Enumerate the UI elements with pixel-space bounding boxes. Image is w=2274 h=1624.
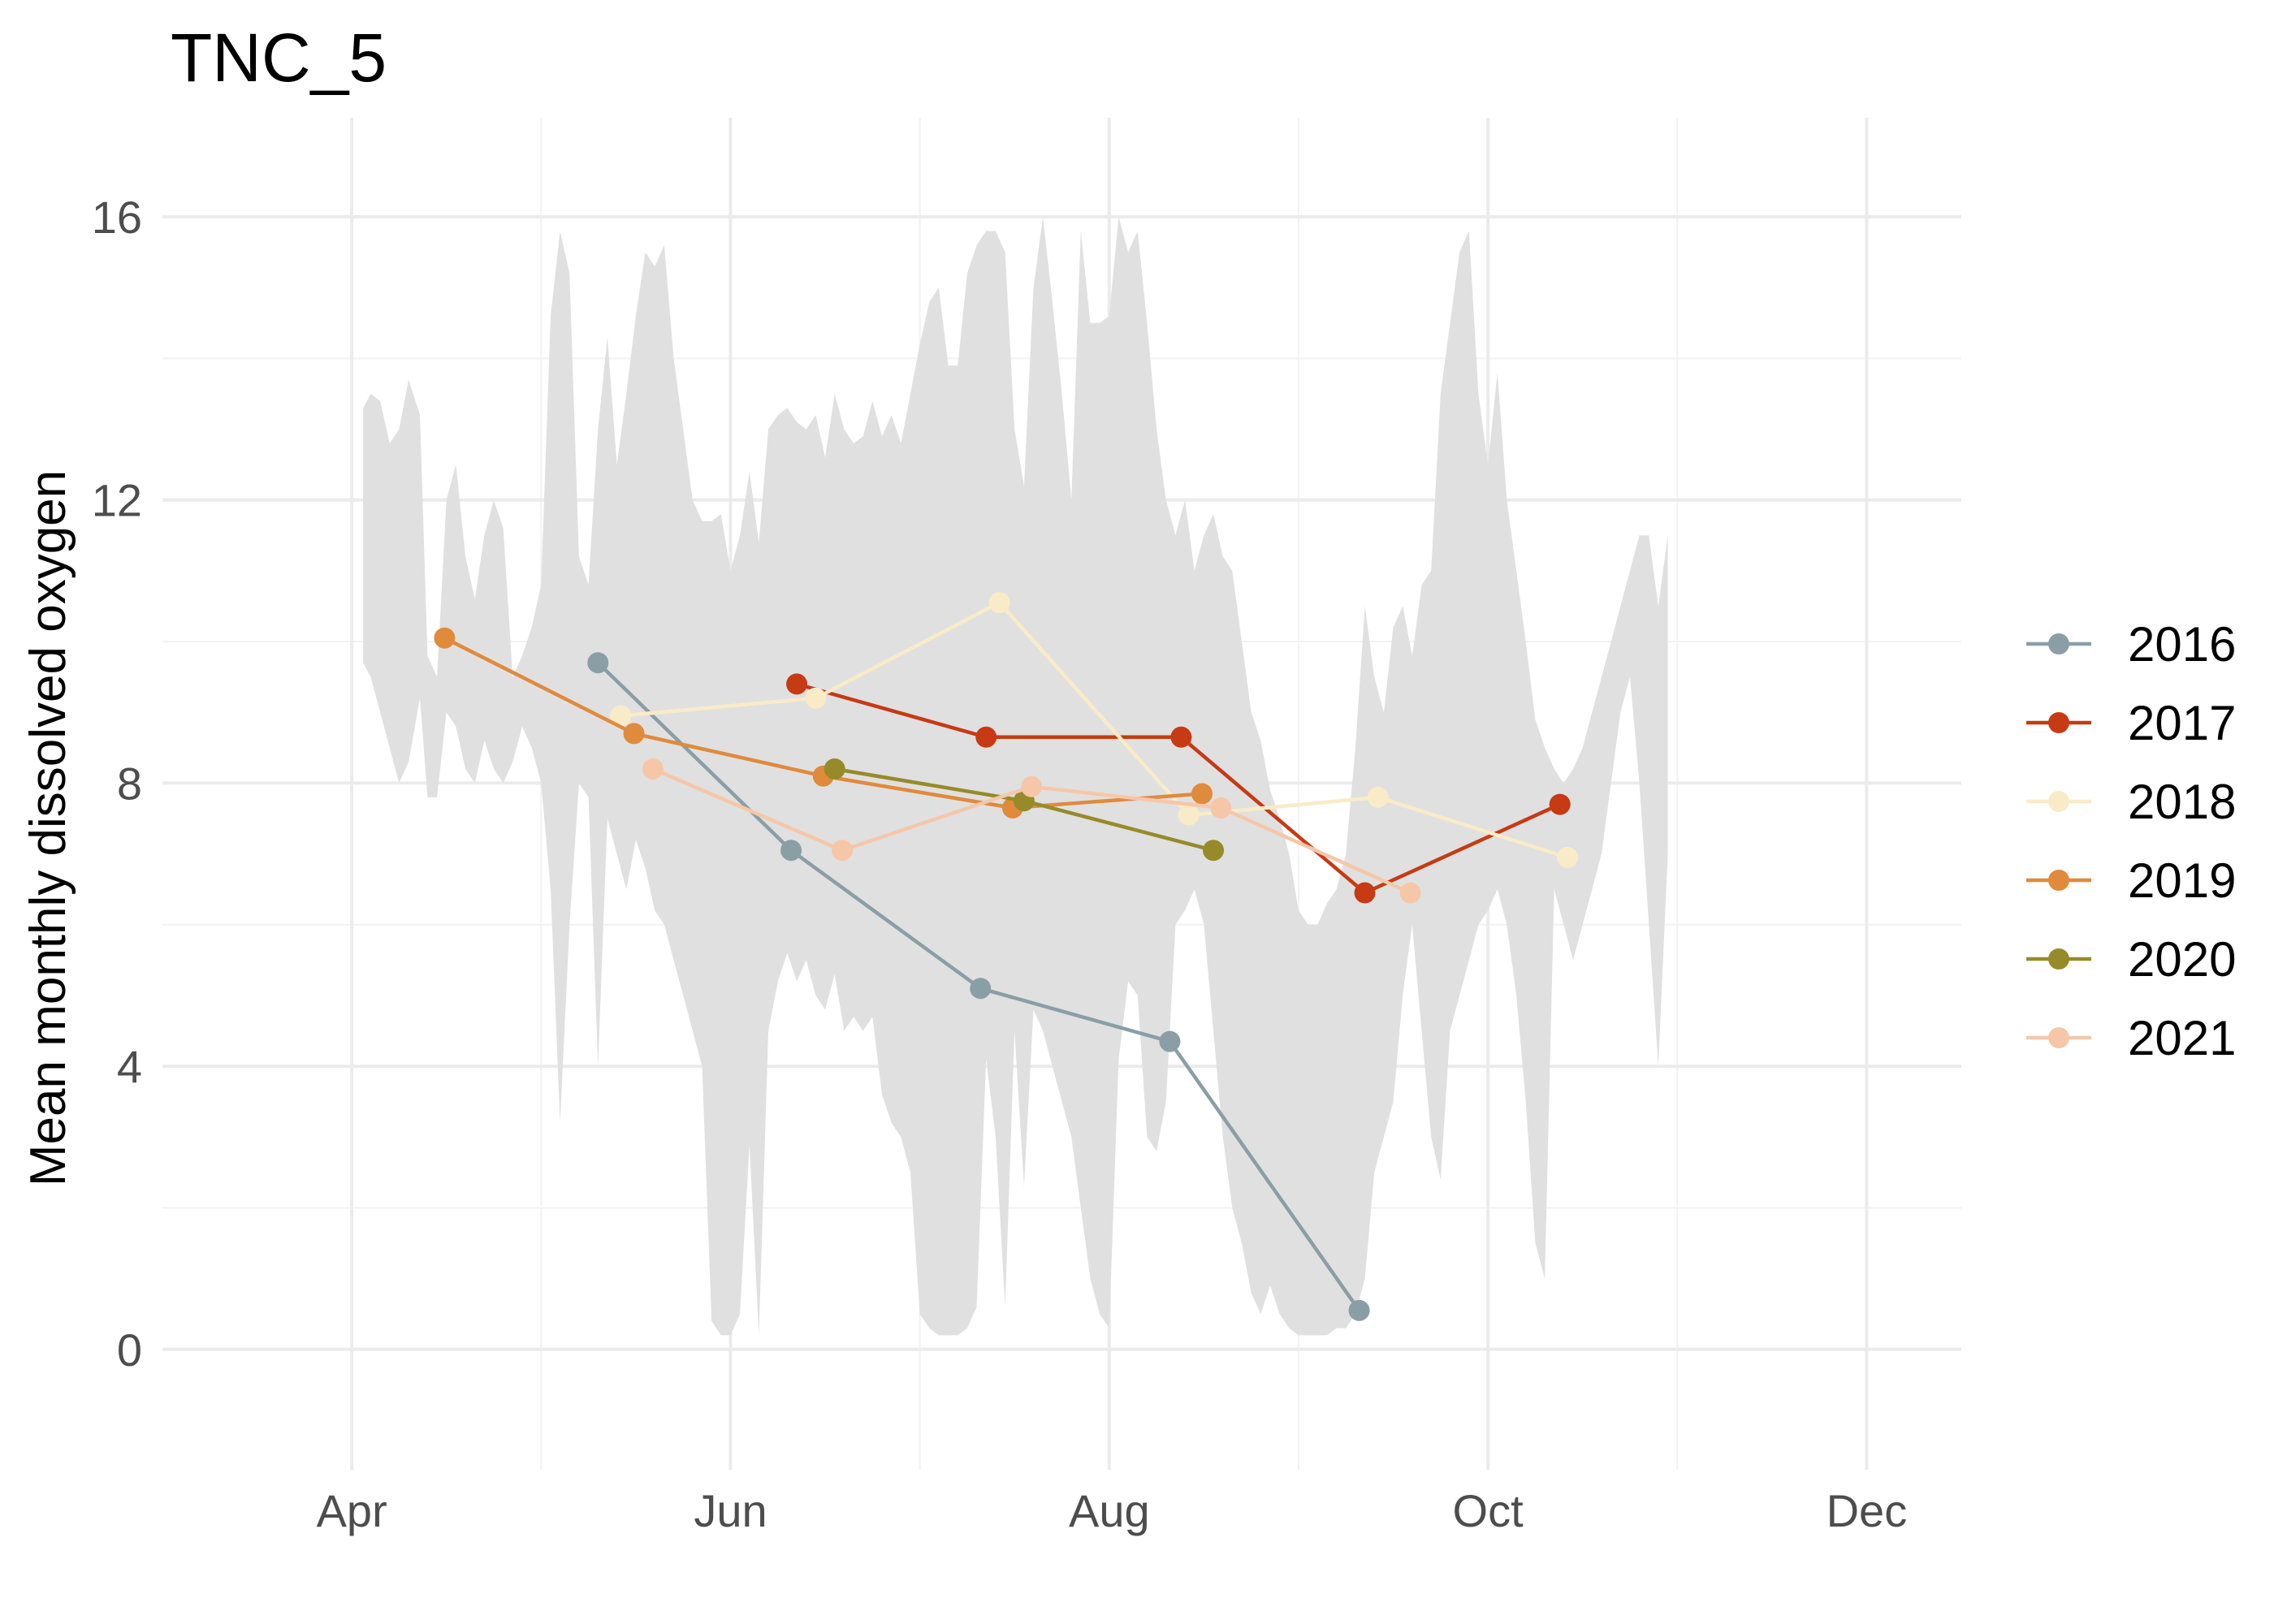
legend-item-2016: 2016 bbox=[2026, 617, 2236, 672]
data-point-2018 bbox=[1367, 786, 1389, 808]
legend-label: 2019 bbox=[2128, 853, 2236, 908]
y-axis-title: Mean monthly dissolved oxygen bbox=[20, 470, 76, 1186]
legend-item-2021: 2021 bbox=[2026, 1011, 2236, 1065]
y-tick-label: 8 bbox=[117, 758, 142, 809]
legend-label: 2016 bbox=[2128, 617, 2236, 672]
legend-key-point bbox=[2048, 791, 2069, 812]
data-point-2018 bbox=[610, 705, 632, 727]
x-tick-label: Jun bbox=[694, 1485, 767, 1536]
legend-item-2018: 2018 bbox=[2026, 775, 2236, 829]
data-point-2020 bbox=[1203, 840, 1225, 862]
y-tick-label: 12 bbox=[92, 475, 142, 526]
series-2019 bbox=[434, 627, 1213, 818]
legend: 2016 2017 2018 2019 2020 2021 bbox=[2026, 617, 2236, 1065]
range-band bbox=[363, 217, 1668, 1336]
x-tick-label: Oct bbox=[1453, 1485, 1524, 1536]
data-point-2021 bbox=[1210, 797, 1232, 818]
data-point-2021 bbox=[1399, 882, 1421, 904]
data-point-2017 bbox=[1549, 793, 1571, 815]
legend-item-2020: 2020 bbox=[2026, 932, 2236, 987]
y-tick-label: 0 bbox=[117, 1324, 142, 1376]
data-point-2016 bbox=[587, 652, 609, 674]
series-2016 bbox=[587, 652, 1370, 1321]
y-tick-label: 4 bbox=[117, 1041, 142, 1092]
legend-label: 2021 bbox=[2128, 1011, 2236, 1065]
legend-key-point bbox=[2048, 948, 2069, 970]
data-point-2019 bbox=[623, 723, 645, 745]
data-point-2017 bbox=[1354, 882, 1376, 904]
legend-key-point bbox=[2048, 870, 2069, 891]
series-2021 bbox=[642, 758, 1421, 904]
series-2017 bbox=[786, 673, 1571, 904]
data-point-2016 bbox=[1348, 1299, 1370, 1321]
legend-key-point bbox=[2048, 1027, 2069, 1048]
data-point-2017 bbox=[786, 673, 808, 695]
legend-label: 2017 bbox=[2128, 696, 2236, 750]
data-point-2018 bbox=[988, 592, 1010, 614]
y-tick-label: 16 bbox=[92, 192, 142, 243]
data-point-2017 bbox=[1170, 726, 1192, 748]
x-tick-label: Aug bbox=[1069, 1485, 1150, 1536]
data-point-2018 bbox=[1557, 846, 1579, 868]
data-point-2017 bbox=[975, 726, 997, 748]
x-axis-ticks: Apr Jun Aug Oct Dec bbox=[317, 1485, 1908, 1536]
series-2018 bbox=[610, 592, 1579, 868]
data-point-2020 bbox=[824, 758, 845, 780]
data-point-2016 bbox=[1159, 1030, 1181, 1052]
data-point-2021 bbox=[1021, 775, 1043, 797]
legend-label: 2020 bbox=[2128, 932, 2236, 987]
data-point-2018 bbox=[1178, 804, 1200, 826]
legend-item-2019: 2019 bbox=[2026, 853, 2236, 908]
legend-key-point bbox=[2048, 712, 2069, 733]
chart-title: TNC_5 bbox=[171, 19, 387, 96]
data-point-2016 bbox=[970, 978, 992, 1000]
series-line-2018 bbox=[620, 600, 1568, 860]
data-point-2019 bbox=[434, 627, 456, 649]
range-band-area bbox=[363, 217, 1668, 1336]
y-axis-ticks: 0 4 8 12 16 bbox=[92, 192, 142, 1376]
legend-label: 2018 bbox=[2128, 775, 2236, 829]
x-tick-label: Apr bbox=[317, 1485, 387, 1536]
data-point-2019 bbox=[1191, 783, 1213, 805]
data-point-2021 bbox=[642, 758, 664, 780]
data-point-2021 bbox=[832, 840, 854, 862]
legend-key-point bbox=[2048, 633, 2069, 654]
data-point-2018 bbox=[805, 687, 827, 709]
data-point-2016 bbox=[780, 840, 802, 862]
x-tick-label: Dec bbox=[1827, 1485, 1908, 1536]
legend-item-2017: 2017 bbox=[2026, 696, 2236, 750]
series-layer bbox=[434, 592, 1579, 1321]
